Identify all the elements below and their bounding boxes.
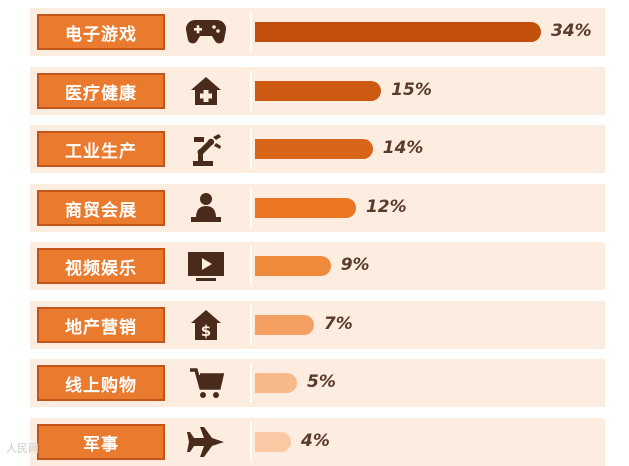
- fighter-jet-icon: [184, 422, 228, 462]
- svg-text:$: $: [201, 322, 211, 340]
- value-label: 15%: [391, 80, 432, 100]
- row-divider: [250, 12, 252, 52]
- row-divider: [250, 422, 252, 462]
- robot-arm-icon: [184, 129, 228, 169]
- category-label: 电子游戏: [37, 14, 165, 50]
- bar: [255, 81, 382, 101]
- value-label: 5%: [307, 372, 336, 392]
- value-label: 12%: [365, 197, 407, 217]
- video-play-icon: [184, 246, 228, 286]
- category-label: 医疗健康: [37, 73, 165, 109]
- category-label: 工业生产: [37, 131, 165, 167]
- row-divider: [250, 363, 252, 403]
- watermark: 人民网: [6, 442, 39, 455]
- row-divider: [250, 71, 252, 111]
- category-label: 视频娱乐: [37, 248, 165, 284]
- bar: [255, 373, 298, 393]
- category-label: 军事: [37, 424, 165, 460]
- bar: [255, 139, 373, 159]
- value-label: 34%: [551, 21, 592, 41]
- row-divider: [250, 246, 252, 286]
- bar: [255, 315, 314, 335]
- bar: [255, 22, 541, 42]
- bar: [255, 256, 331, 276]
- shopping-cart-icon: [184, 363, 228, 403]
- category-label: 线上购物: [37, 365, 165, 401]
- presenter-icon: [184, 188, 228, 228]
- value-label: 14%: [382, 138, 424, 158]
- category-label: 地产营销: [37, 307, 165, 343]
- value-label: 4%: [301, 431, 330, 451]
- value-label: 9%: [340, 255, 370, 275]
- row-divider: [250, 305, 252, 345]
- row-divider: [250, 188, 252, 228]
- gamepad-icon: [184, 12, 228, 52]
- house-dollar-icon: $: [184, 305, 228, 345]
- category-label: 商贸会展: [37, 190, 165, 226]
- bar: [255, 198, 356, 218]
- medical-house-icon: [184, 71, 228, 111]
- value-label: 7%: [323, 314, 353, 334]
- row-divider: [250, 129, 252, 169]
- bar: [255, 432, 291, 452]
